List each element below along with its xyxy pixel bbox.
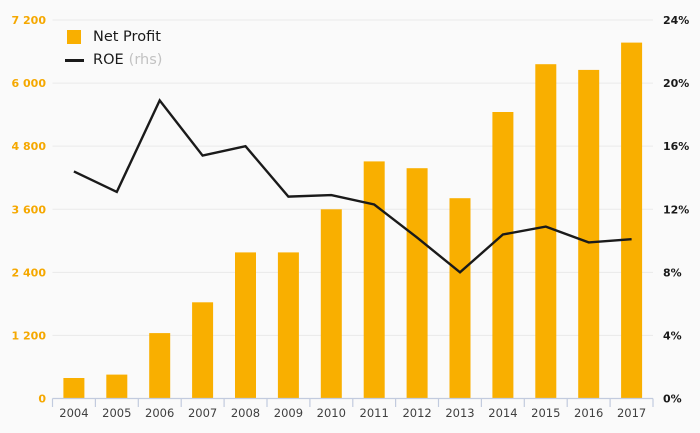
x-axis-year-label-2014: 2014	[488, 406, 517, 420]
x-axis-year-label-2017: 2017	[617, 406, 646, 420]
right-axis-tick-label: 8%	[663, 266, 682, 279]
legend-roe-label: ROE	[93, 52, 124, 68]
right-axis-tick-label: 24%	[663, 14, 689, 27]
x-axis-year-label-2010: 2010	[317, 406, 346, 420]
roe-key	[63, 58, 85, 62]
legend-roe-suffix: (rhs)	[128, 52, 163, 68]
roe-line-swatch-icon	[64, 58, 84, 62]
left-axis-tick-label: 1 200	[12, 329, 47, 342]
bar-2017	[621, 42, 643, 399]
bar-2008	[235, 252, 256, 399]
bar-2011	[363, 161, 385, 399]
legend-item-roe: ROE (rhs)	[63, 49, 162, 71]
left-axis-tick-label: 3 600	[12, 203, 47, 216]
x-axis-year-label-2012: 2012	[402, 406, 431, 420]
right-axis-tick-label: 20%	[663, 77, 689, 90]
x-axis-year-label-2006: 2006	[145, 406, 174, 420]
legend-item-net-profit: Net Profit	[63, 26, 162, 48]
bar-2006	[149, 333, 171, 399]
right-axis-tick-label: 4%	[663, 329, 682, 342]
x-axis-year-label-2013: 2013	[445, 406, 474, 420]
left-axis-tick-label: 2 400	[12, 266, 47, 279]
bar-2010	[320, 209, 342, 399]
x-axis-year-label-2007: 2007	[188, 406, 217, 420]
x-axis-year-label-2004: 2004	[59, 406, 88, 420]
bar-2007	[192, 302, 214, 399]
bar-2013	[449, 198, 471, 399]
x-axis-year-label-2009: 2009	[274, 406, 303, 420]
legend: Net Profit ROE (rhs)	[63, 26, 162, 71]
legend-net-profit-label: Net Profit	[93, 29, 161, 45]
roe-line	[73, 98, 632, 274]
right-axis-tick-label: 16%	[663, 140, 689, 153]
left-axis-tick-label: 4 800	[12, 140, 47, 153]
net-profit-swatch-icon	[67, 30, 81, 44]
bar-2016	[578, 69, 600, 399]
left-axis-tick-label: 0	[38, 393, 46, 406]
left-axis-tick-label: 6 000	[12, 77, 47, 90]
x-axis-year-label-2005: 2005	[102, 406, 131, 420]
bar-2009	[277, 252, 299, 399]
net-profit-key	[63, 30, 85, 44]
bar-2012	[406, 168, 428, 399]
bar-2014	[492, 112, 514, 399]
x-axis-year-label-2016: 2016	[574, 406, 603, 420]
bar-2005	[106, 374, 128, 399]
bar-2004	[63, 378, 85, 399]
left-axis-tick-label: 7 200	[12, 14, 47, 27]
bar-2015	[535, 64, 557, 399]
right-axis-tick-label: 12%	[663, 203, 689, 216]
right-axis-tick-label: 0%	[663, 393, 682, 406]
x-axis-year-label-2015: 2015	[531, 406, 560, 420]
x-axis-year-label-2008: 2008	[231, 406, 260, 420]
x-axis-year-label-2011: 2011	[360, 406, 389, 420]
